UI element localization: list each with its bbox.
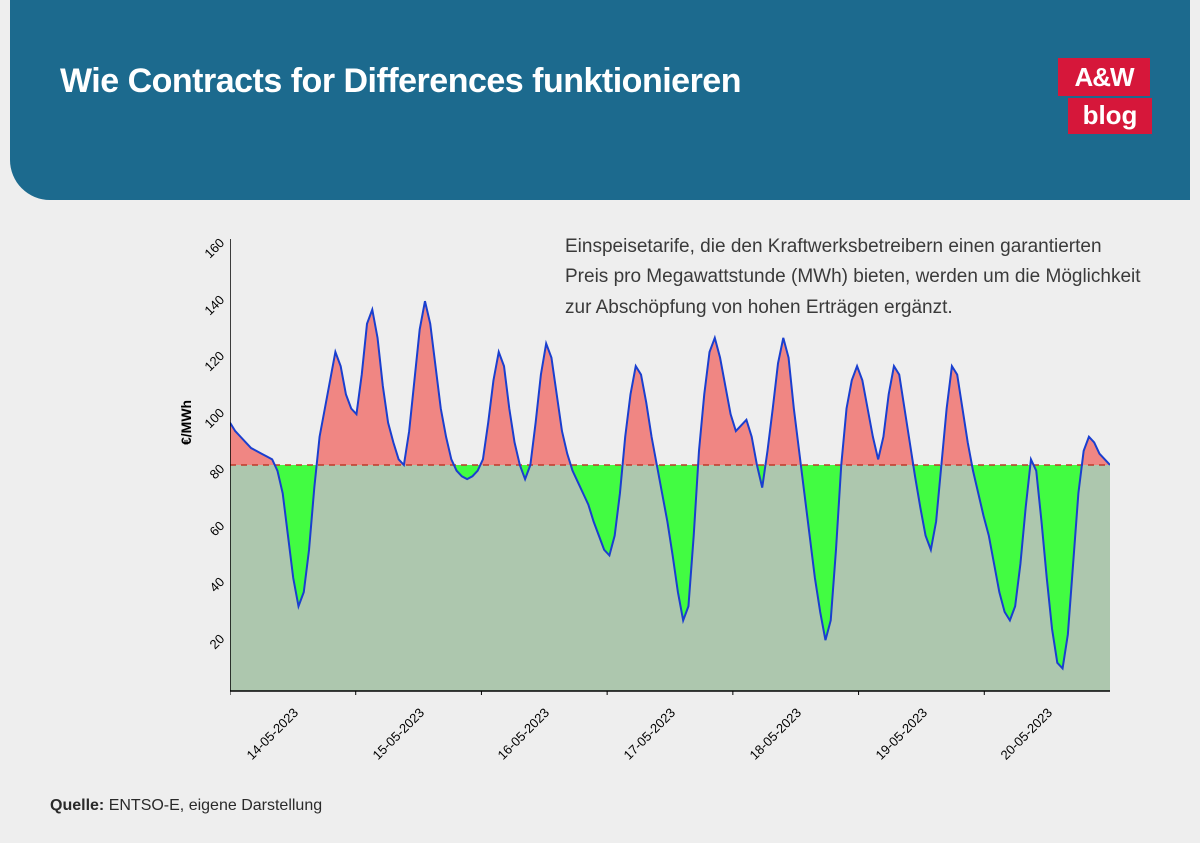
y-axis-label: €/MWh — [178, 400, 194, 445]
logo-line2: blog — [1068, 98, 1152, 134]
source-line: Quelle: ENTSO-E, eigene Darstellung — [50, 797, 322, 815]
y-tick-label: 100 — [193, 405, 228, 440]
header: Wie Contracts for Differences funktionie… — [10, 0, 1190, 200]
y-tick-label: 140 — [193, 292, 228, 327]
chart: €/MWh 2040608010012014016014-05-202315-0… — [190, 235, 1130, 775]
x-tick-label: 14-05-2023 — [243, 705, 301, 763]
x-tick-label: 18-05-2023 — [746, 705, 804, 763]
page-title: Wie Contracts for Differences funktionie… — [60, 62, 741, 101]
x-tick-label: 17-05-2023 — [621, 705, 679, 763]
logo-line1: A&W — [1058, 58, 1150, 96]
source-text: ENTSO-E, eigene Darstellung — [109, 797, 322, 814]
y-tick-label: 120 — [193, 348, 228, 383]
x-tick-label: 16-05-2023 — [495, 705, 553, 763]
logo: A&W blog — [1058, 58, 1150, 134]
x-tick-label: 20-05-2023 — [998, 705, 1056, 763]
y-tick-label: 20 — [193, 631, 228, 666]
page: Wie Contracts for Differences funktionie… — [0, 0, 1200, 843]
x-tick-label: 19-05-2023 — [872, 705, 930, 763]
y-tick-label: 160 — [193, 235, 228, 270]
x-tick-label: 15-05-2023 — [369, 705, 427, 763]
y-tick-label: 80 — [193, 461, 228, 496]
y-tick-label: 40 — [193, 574, 228, 609]
chart-plot — [230, 235, 1110, 695]
y-tick-label: 60 — [193, 518, 228, 553]
source-label: Quelle: — [50, 797, 104, 814]
